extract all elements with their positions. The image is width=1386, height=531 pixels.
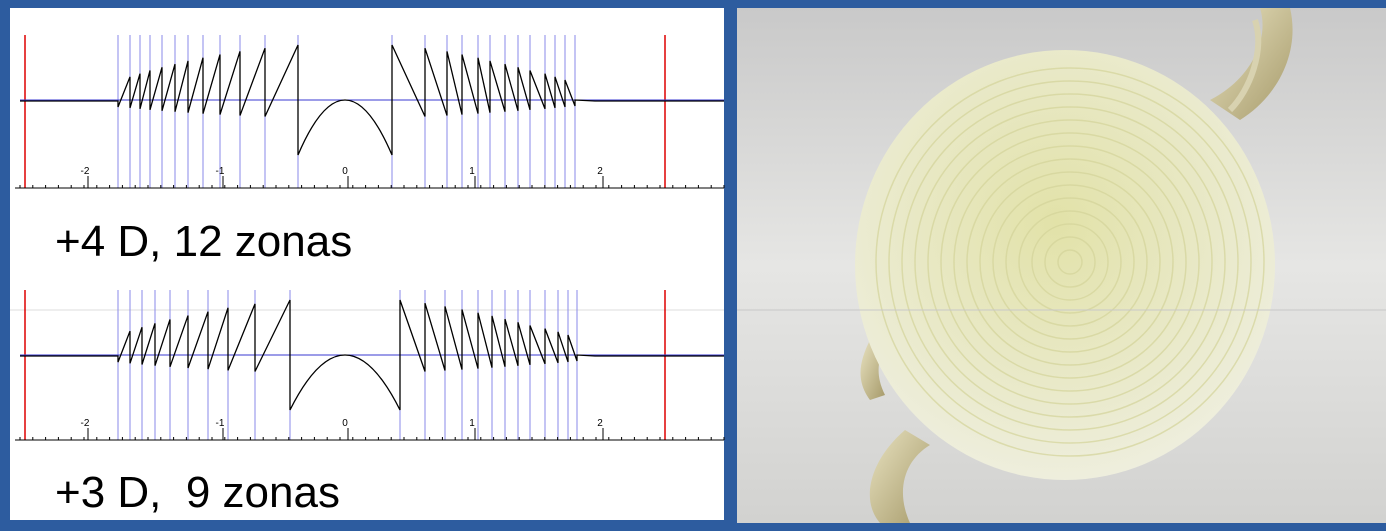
tick-label: 0 (342, 418, 348, 429)
tick-label: -2 (81, 418, 90, 429)
tick-label: 0 (342, 166, 348, 177)
slide: +4 D, 12 zonas +3 D, 9 zonas -2 -1 0 1 2 -2 -1… (0, 0, 1386, 531)
tick-label: -2 (81, 166, 90, 177)
photo (737, 8, 1386, 523)
caption: +4 D, 12 zonas (55, 217, 352, 266)
tick-label: -1 (216, 418, 225, 429)
tick-label: -1 (216, 166, 225, 177)
tick-label: 1 (469, 418, 475, 429)
caption: +3 D, 9 zonas (55, 468, 340, 517)
tick-label: 1 (469, 166, 475, 177)
tick-label: 2 (597, 166, 603, 177)
tick-label: 2 (597, 418, 603, 429)
page: {"panels": [ {"caption": "+4 D, 12 zonas… (0, 0, 1386, 531)
